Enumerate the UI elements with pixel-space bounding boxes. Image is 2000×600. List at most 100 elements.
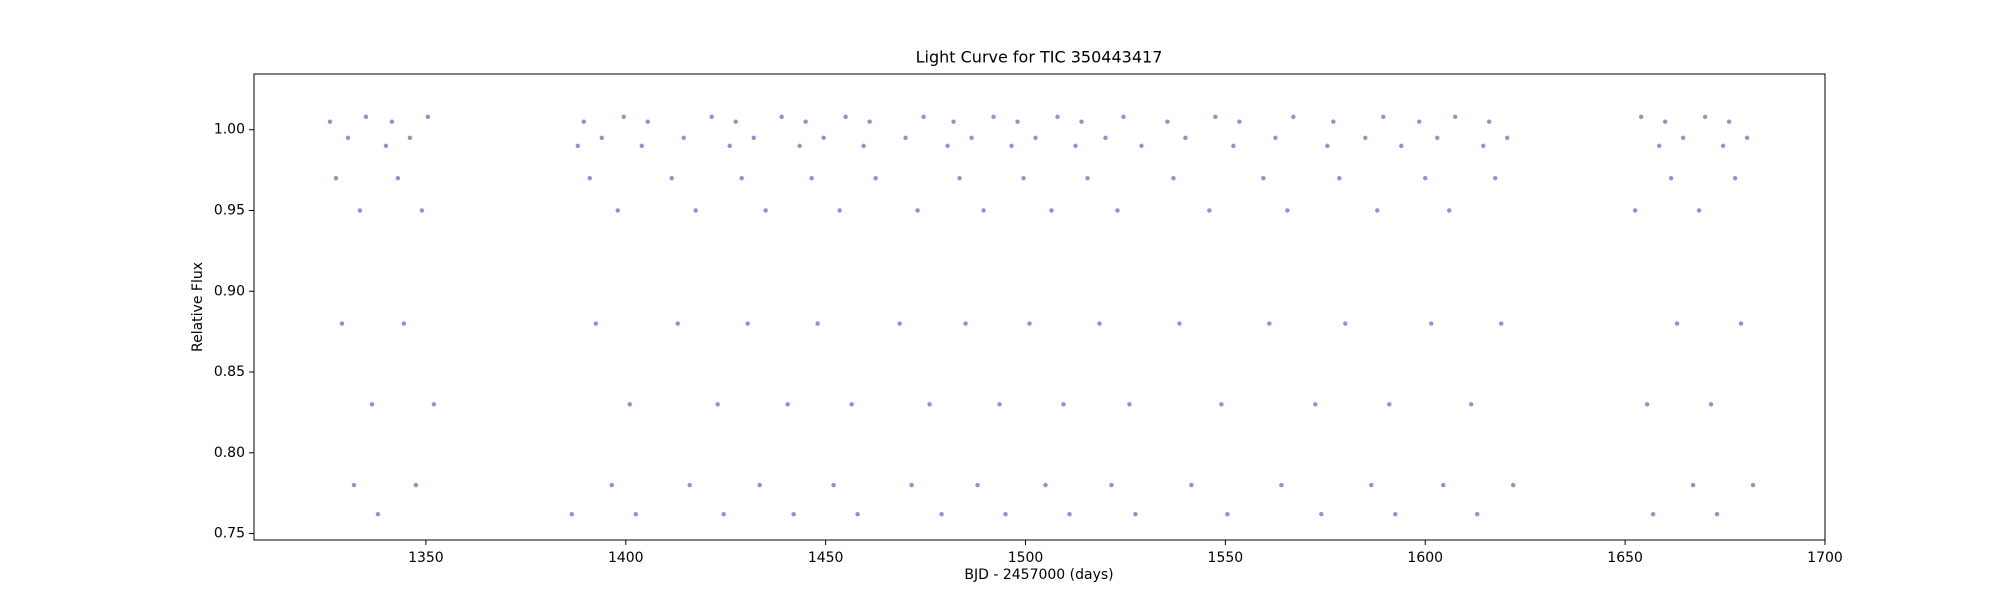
data-point — [727, 143, 732, 149]
data-point — [395, 175, 401, 181]
data-point — [1003, 511, 1008, 517]
data-point — [581, 119, 586, 124]
data-point — [1674, 321, 1680, 326]
data-point — [1177, 321, 1182, 326]
data-point — [693, 208, 698, 213]
data-point — [1510, 482, 1516, 488]
x-tick-label: 1500 — [1008, 550, 1044, 566]
data-point — [939, 511, 944, 517]
data-point — [1505, 135, 1510, 141]
data-point — [627, 402, 632, 407]
data-point — [1237, 119, 1242, 124]
data-point — [425, 114, 431, 120]
data-point — [873, 175, 878, 181]
data-point — [1441, 482, 1446, 488]
data-point — [831, 482, 836, 488]
data-point — [1055, 114, 1060, 120]
data-point — [389, 119, 395, 124]
data-point — [981, 208, 986, 213]
data-point — [575, 143, 580, 149]
data-point — [957, 175, 962, 181]
y-tick-label: 0.85 — [214, 364, 245, 380]
data-point — [867, 119, 872, 124]
data-point — [351, 482, 357, 488]
data-point — [1319, 511, 1324, 517]
y-tick-label: 1.00 — [214, 122, 245, 138]
data-point — [1165, 119, 1170, 124]
data-point — [645, 119, 650, 124]
data-point — [855, 511, 860, 517]
data-point — [1279, 482, 1284, 488]
data-point — [1369, 482, 1374, 488]
data-point — [1399, 143, 1404, 149]
data-point — [345, 135, 351, 141]
data-point — [1680, 135, 1686, 141]
data-point — [897, 321, 902, 326]
data-point — [969, 135, 974, 141]
data-point — [1644, 402, 1650, 407]
data-point — [1732, 175, 1738, 181]
data-point — [1393, 511, 1398, 517]
data-point — [1061, 402, 1066, 407]
data-point — [751, 135, 756, 141]
data-point — [757, 482, 762, 488]
y-tick-label: 0.75 — [214, 526, 245, 542]
data-point — [1021, 175, 1026, 181]
y-tick-label: 0.90 — [214, 283, 245, 299]
data-point — [1726, 119, 1732, 124]
data-point — [1049, 208, 1054, 213]
data-point — [1668, 175, 1674, 181]
data-point — [339, 321, 345, 326]
data-point — [1079, 119, 1084, 124]
data-point — [633, 511, 638, 517]
data-point — [1213, 114, 1218, 120]
y-tick-label: 0.80 — [214, 445, 245, 461]
data-point — [1085, 175, 1090, 181]
data-point — [903, 135, 908, 141]
data-point — [639, 143, 644, 149]
data-point — [1714, 511, 1720, 517]
data-point — [593, 321, 598, 326]
data-point — [1343, 321, 1348, 326]
data-point — [1708, 402, 1714, 407]
data-point — [1453, 114, 1458, 120]
data-point — [1493, 175, 1498, 181]
data-point — [687, 482, 692, 488]
data-point — [1127, 402, 1132, 407]
data-point — [1632, 208, 1638, 213]
data-point — [1487, 119, 1492, 124]
data-point — [357, 208, 363, 213]
data-point — [1183, 135, 1188, 141]
data-point — [1273, 135, 1278, 141]
data-point — [1313, 402, 1318, 407]
data-point — [1067, 511, 1072, 517]
data-point — [809, 175, 814, 181]
data-point — [407, 135, 413, 141]
data-point — [375, 511, 381, 517]
x-tick-label: 1600 — [1407, 550, 1443, 566]
data-point — [715, 402, 720, 407]
data-point — [991, 114, 996, 120]
data-point — [733, 119, 738, 124]
data-point — [1225, 511, 1230, 517]
data-point — [1499, 321, 1504, 326]
data-point — [669, 175, 674, 181]
x-axis-label: BJD - 2457000 (days) — [964, 567, 1113, 583]
data-point — [1650, 511, 1656, 517]
data-point — [1744, 135, 1750, 141]
y-tick-label: 0.95 — [214, 202, 245, 218]
data-point — [675, 321, 680, 326]
x-tick-label: 1350 — [408, 550, 444, 566]
data-point — [1375, 208, 1380, 213]
data-point — [1285, 208, 1290, 213]
data-point — [1337, 175, 1342, 181]
data-point — [327, 119, 333, 124]
data-point — [621, 114, 626, 120]
data-point — [1033, 135, 1038, 141]
data-point — [615, 208, 620, 213]
data-point — [975, 482, 980, 488]
data-point — [815, 321, 820, 326]
data-point — [1109, 482, 1114, 488]
data-point — [1720, 143, 1726, 149]
data-point — [921, 114, 926, 120]
